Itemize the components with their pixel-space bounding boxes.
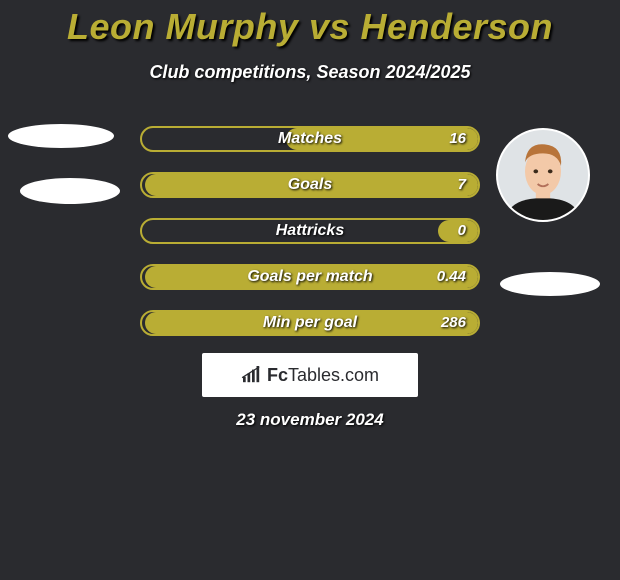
stat-value-right: 286 bbox=[441, 312, 466, 334]
stat-label: Goals bbox=[142, 174, 478, 196]
logo-text: FcTables.com bbox=[267, 365, 379, 386]
stat-label: Goals per match bbox=[142, 266, 478, 288]
page-subtitle: Club competitions, Season 2024/2025 bbox=[0, 62, 620, 83]
face-icon bbox=[498, 130, 588, 220]
stat-label: Min per goal bbox=[142, 312, 478, 334]
stat-row: Matches16 bbox=[140, 126, 480, 152]
stat-row: Min per goal286 bbox=[140, 310, 480, 336]
stat-label: Matches bbox=[142, 128, 478, 150]
stat-value-right: 0.44 bbox=[437, 266, 466, 288]
stats-container: Matches16 Goals7 Hattricks0 Goals per match… bbox=[140, 126, 480, 356]
avatar-right-placeholder bbox=[500, 272, 600, 296]
stat-row: Goals7 bbox=[140, 172, 480, 198]
stat-label: Hattricks bbox=[142, 220, 478, 242]
site-logo[interactable]: FcTables.com bbox=[202, 353, 418, 397]
avatar-left-placeholder-1 bbox=[8, 124, 114, 148]
bars-icon bbox=[241, 366, 263, 384]
stat-value-right: 0 bbox=[458, 220, 466, 242]
stat-value-right: 7 bbox=[458, 174, 466, 196]
stat-value-right: 16 bbox=[449, 128, 466, 150]
avatar-left-placeholder-2 bbox=[20, 178, 120, 204]
stat-row: Goals per match0.44 bbox=[140, 264, 480, 290]
date-text: 23 november 2024 bbox=[0, 410, 620, 430]
page-title: Leon Murphy vs Henderson bbox=[0, 0, 620, 48]
stat-row: Hattricks0 bbox=[140, 218, 480, 244]
avatar-right bbox=[496, 128, 590, 222]
